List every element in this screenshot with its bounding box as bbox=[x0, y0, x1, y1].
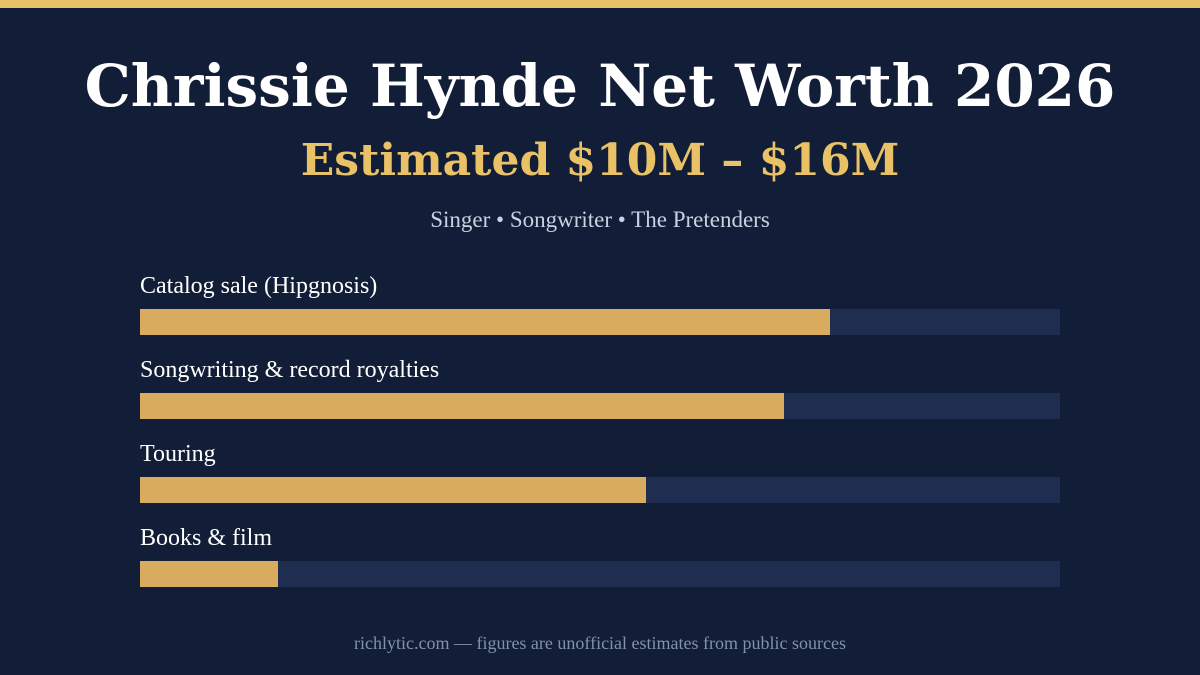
page-title: Chrissie Hynde Net Worth 2026 bbox=[84, 52, 1116, 120]
net-worth-estimate: Estimated $10M – $16M bbox=[300, 135, 900, 186]
bar-track bbox=[140, 309, 1060, 335]
bar-row: Songwriting & record royalties bbox=[140, 354, 1060, 424]
top-accent-stripe bbox=[0, 0, 1200, 8]
bar-track bbox=[140, 393, 1060, 419]
bar-label: Catalog sale (Hipgnosis) bbox=[140, 273, 378, 299]
bar-track bbox=[140, 477, 1060, 503]
bar-label: Touring bbox=[140, 441, 216, 467]
bar-label: Books & film bbox=[140, 525, 273, 551]
source-footer: richlytic.com — figures are unofficial e… bbox=[353, 633, 846, 653]
bar-row: Touring bbox=[140, 438, 1060, 508]
bar-fill bbox=[140, 309, 830, 335]
bar-fill bbox=[140, 561, 278, 587]
bar-track bbox=[140, 561, 1060, 587]
bar-fill bbox=[140, 477, 646, 503]
profession-tagline: Singer • Songwriter • The Pretenders bbox=[430, 207, 770, 232]
bar-label: Songwriting & record royalties bbox=[140, 357, 440, 383]
bar-row: Catalog sale (Hipgnosis) bbox=[140, 270, 1060, 340]
income-sources-chart: Catalog sale (Hipgnosis) Songwriting & re… bbox=[140, 270, 1060, 600]
bar-row: Books & film bbox=[140, 522, 1060, 592]
bar-fill bbox=[140, 393, 784, 419]
